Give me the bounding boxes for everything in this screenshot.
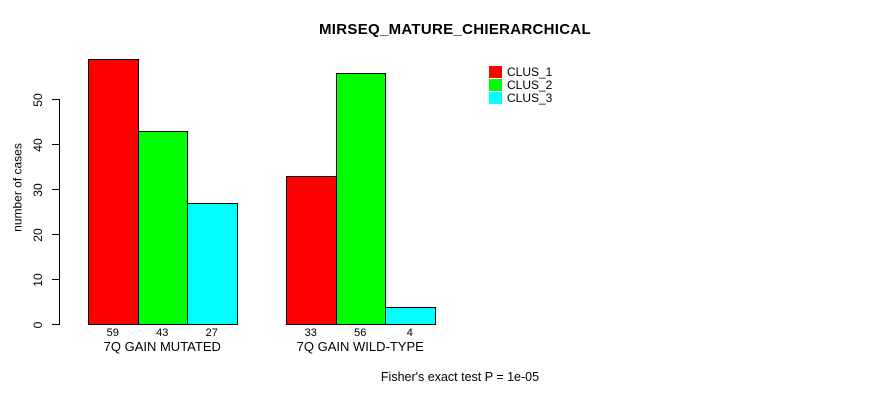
y-tick-label: 40 xyxy=(31,137,45,152)
y-tick-label: 0 xyxy=(31,321,45,328)
pvalue-annotation: Fisher's exact test P = 1e-05 xyxy=(380,370,540,384)
bar-value-label: 43 xyxy=(156,327,169,339)
bar-value-label: 59 xyxy=(106,327,119,339)
y-tick-mark xyxy=(52,324,59,325)
legend-item-clus_3: CLUS_3 xyxy=(489,92,552,104)
y-tick-mark xyxy=(52,99,59,100)
bar-clus_3-group2 xyxy=(385,306,436,325)
bar-value-label: 27 xyxy=(205,327,218,339)
chart-title: MIRSEQ_MATURE_CHIERARCHICAL xyxy=(319,21,591,38)
y-tick-mark xyxy=(52,234,59,235)
y-tick-label: 10 xyxy=(31,272,45,287)
y-tick-label: 30 xyxy=(31,182,45,197)
bar-clus_2-group1 xyxy=(137,131,188,325)
bar-value-label: 4 xyxy=(406,327,413,339)
legend-item-clus_1: CLUS_1 xyxy=(489,66,552,78)
bar-clus_1-group1 xyxy=(88,59,139,325)
y-axis-line xyxy=(59,99,60,325)
legend: CLUS_1 CLUS_2 CLUS_3 xyxy=(489,66,552,104)
bar-value-label: 56 xyxy=(354,327,367,339)
legend-item-clus_2: CLUS_2 xyxy=(489,79,552,91)
legend-swatch-clus_3 xyxy=(489,92,502,104)
y-tick-mark xyxy=(52,189,59,190)
bar-clus_2-group2 xyxy=(335,72,386,325)
legend-label-clus_1: CLUS_1 xyxy=(507,65,553,79)
y-tick-mark xyxy=(52,279,59,280)
legend-swatch-clus_2 xyxy=(489,79,502,91)
legend-swatch-clus_1 xyxy=(489,66,502,78)
category-label: 7Q GAIN MUTATED xyxy=(103,339,221,354)
bar-clus_3-group1 xyxy=(187,203,238,325)
legend-label-clus_2: CLUS_2 xyxy=(507,78,553,92)
y-tick-label: 50 xyxy=(31,92,45,107)
y-tick-mark xyxy=(52,144,59,145)
y-tick-label: 20 xyxy=(31,227,45,242)
bar-clus_1-group2 xyxy=(286,176,337,325)
bar-value-label: 33 xyxy=(304,327,317,339)
legend-label-clus_3: CLUS_3 xyxy=(507,91,553,105)
category-label: 7Q GAIN WILD-TYPE xyxy=(296,339,424,354)
